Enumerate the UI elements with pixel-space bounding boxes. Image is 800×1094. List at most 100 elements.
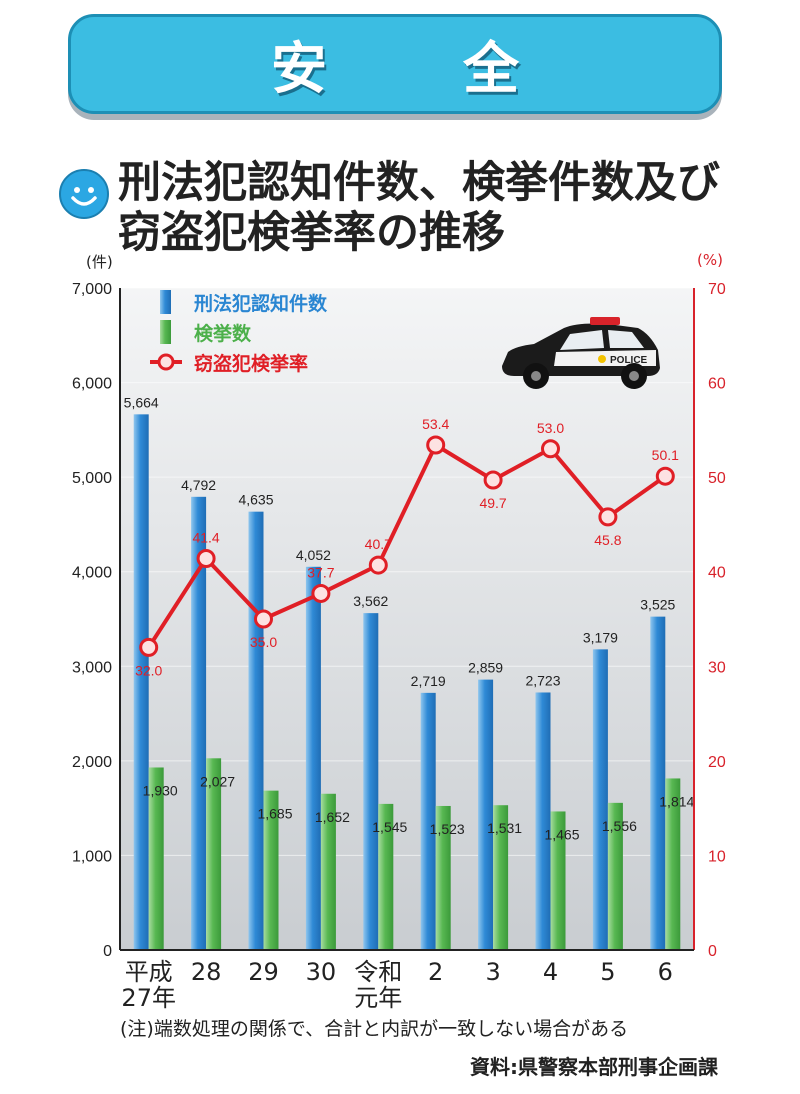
bar-recognized	[363, 613, 379, 950]
bar-recognized-label: 3,562	[353, 593, 388, 609]
rate-label: 35.0	[250, 634, 277, 650]
bar-arrested-label: 1,523	[430, 821, 465, 837]
bar-recognized-label: 3,525	[640, 597, 675, 613]
bar-arrested	[263, 790, 279, 950]
legend-label: 検挙数	[194, 322, 252, 345]
rate-label: 37.7	[307, 564, 334, 580]
x-tick-label: 3	[485, 958, 500, 986]
y-left-tick-label: 1,000	[72, 848, 112, 865]
left-axis-unit: (件)	[86, 253, 113, 271]
chart-area: 5,664 4,792 4,635 4,052 3,562 2,719 2,859 2,723…	[72, 281, 726, 1012]
y-right-tick-label: 0	[708, 943, 717, 960]
bar-recognized	[650, 616, 666, 950]
bar-arrested-label: 1,465	[544, 826, 579, 842]
bar-recognized	[191, 496, 207, 950]
rate-point	[541, 439, 560, 459]
right-axis-unit: (%)	[697, 251, 723, 269]
rate-point	[139, 637, 159, 657]
bar-recognized	[248, 511, 264, 950]
y-left-tick-label: 5,000	[72, 470, 112, 487]
y-right-tick-label: 60	[708, 376, 726, 393]
rate-point	[311, 583, 331, 603]
bar-recognized-label: 2,723	[525, 672, 560, 688]
y-left-tick-label: 0	[103, 943, 112, 960]
police-car-illustration: POLICE	[502, 317, 660, 389]
rate-point	[655, 466, 675, 486]
legend-label: 刑法犯認知件数	[194, 292, 328, 315]
bar-recognized-label: 4,635	[238, 492, 273, 508]
bar-recognized-label: 3,179	[583, 629, 618, 645]
bar-arrested-label: 1,556	[602, 818, 637, 834]
bar-arrested	[148, 767, 164, 950]
y-right-tick-label: 20	[708, 754, 726, 771]
bar-arrested-label: 1,545	[372, 819, 407, 835]
bar-arrested-label: 1,814	[659, 793, 694, 809]
bar-recognized-label: 4,052	[296, 547, 331, 563]
bar-arrested	[665, 778, 681, 950]
x-tick-label: 28	[191, 958, 222, 986]
bar-arrested	[206, 758, 222, 950]
y-left-tick-label: 2,000	[72, 754, 112, 771]
bar-arrested	[435, 805, 451, 950]
legend-marker	[157, 353, 175, 371]
bar-recognized-label: 2,859	[468, 660, 503, 676]
bar-arrested	[607, 802, 623, 950]
bar-arrested	[320, 793, 336, 950]
bar-recognized-label: 2,719	[411, 673, 446, 689]
bar-arrested	[550, 811, 566, 950]
smiley-icon	[59, 169, 109, 219]
rate-label: 53.4	[422, 416, 449, 432]
y-right-tick-label: 50	[708, 470, 726, 487]
x-tick-label: 令和元年	[354, 958, 402, 1012]
legend-swatch	[160, 320, 171, 344]
legend-swatch	[160, 290, 171, 314]
x-tick-label: 30	[306, 958, 337, 986]
x-tick-label: 平成 27年	[121, 958, 176, 1012]
bar-recognized	[478, 679, 494, 950]
rate-point	[483, 470, 503, 490]
y-right-tick-label: 70	[708, 281, 726, 298]
rate-point	[196, 548, 216, 568]
bar-arrested-label: 2,027	[200, 773, 235, 789]
bar-recognized	[535, 692, 551, 950]
bar-recognized	[305, 566, 321, 950]
banner-title: 安 全	[271, 36, 559, 102]
rate-label: 45.8	[594, 532, 621, 548]
y-left-tick-label: 4,000	[72, 565, 112, 582]
source-note: 資料:県警察本部刑事企画課	[470, 1055, 718, 1079]
x-tick-label: 2	[428, 958, 443, 986]
bar-recognized	[133, 414, 149, 951]
bar-arrested-label: 1,531	[487, 820, 522, 836]
rate-point	[368, 555, 388, 575]
rate-label: 50.1	[652, 447, 679, 463]
x-tick-label: 29	[248, 958, 279, 986]
y-left-tick-label: 3,000	[72, 659, 112, 676]
legend-label: 窃盗犯検挙率	[194, 352, 308, 375]
rate-label: 40.7	[365, 536, 392, 552]
rate-point	[254, 609, 273, 629]
bar-arrested-label: 1,685	[257, 806, 292, 822]
y-right-tick-label: 10	[708, 848, 726, 865]
bar-arrested-label: 1,652	[315, 809, 350, 825]
x-tick-label: 6	[658, 958, 673, 986]
chart-title: 刑法犯認知件数、検挙件数及び 窃盗犯検挙率の推移	[118, 158, 720, 258]
bar-recognized	[420, 692, 436, 950]
bar-recognized-label: 4,792	[181, 477, 216, 493]
rate-label: 49.7	[479, 495, 506, 511]
y-left-tick-label: 6,000	[72, 376, 112, 393]
y-left-tick-label: 7,000	[72, 281, 112, 298]
section-banner: 安 全	[68, 14, 722, 114]
x-tick-label: 5	[600, 958, 615, 986]
bar-recognized-label: 5,664	[124, 394, 159, 410]
footnote: (注)端数処理の関係で、合計と内訳が一致しない場合がある	[120, 1018, 629, 1040]
y-right-tick-label: 40	[708, 565, 726, 582]
rate-label: 41.4	[192, 529, 219, 545]
rate-point	[598, 507, 618, 527]
rate-line	[147, 442, 667, 649]
x-tick-label: 4	[543, 958, 558, 986]
bar-arrested	[493, 805, 509, 950]
rate-point	[426, 435, 446, 455]
bar-recognized	[592, 649, 608, 950]
rate-label: 53.0	[537, 420, 564, 436]
bar-arrested	[378, 803, 394, 950]
